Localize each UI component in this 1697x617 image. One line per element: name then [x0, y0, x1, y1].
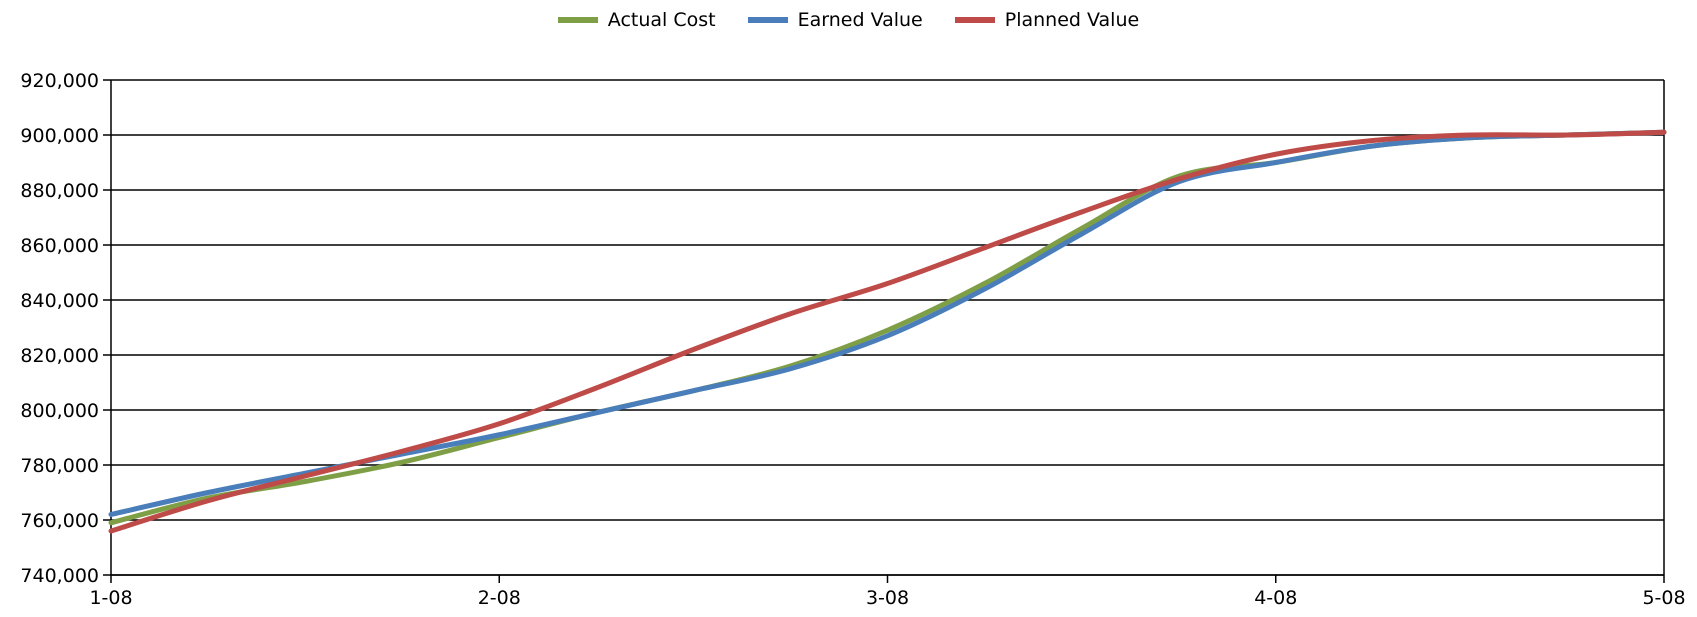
y-tick-label: 740,000 — [20, 565, 99, 587]
legend-label: Earned Value — [797, 9, 923, 31]
y-tick-label: 840,000 — [20, 290, 99, 312]
series-line-planned-value — [108, 129, 1667, 534]
legend: Actual Cost Earned Value Planned Value — [0, 4, 1697, 36]
x-tick-label: 5-08 — [1642, 587, 1685, 609]
y-tick-label: 820,000 — [20, 345, 99, 367]
y-tick-label: 880,000 — [20, 180, 99, 202]
y-tick-label: 800,000 — [20, 400, 99, 422]
y-tick-label: 900,000 — [20, 125, 99, 147]
legend-label: Actual Cost — [607, 9, 716, 31]
y-tick-label: 760,000 — [20, 510, 99, 532]
y-tick-label: 920,000 — [20, 70, 99, 92]
legend-swatch — [557, 17, 598, 23]
x-tick-label: 4-08 — [1254, 587, 1297, 609]
legend-swatch — [954, 17, 995, 23]
legend-item-earned-value: Earned Value — [747, 9, 923, 31]
legend-item-planned-value: Planned Value — [954, 9, 1140, 31]
x-tick-label: 2-08 — [478, 587, 521, 609]
y-tick-label: 860,000 — [20, 235, 99, 257]
legend-label: Planned Value — [1004, 9, 1140, 31]
legend-swatch — [747, 17, 788, 23]
legend-item-actual-cost: Actual Cost — [557, 9, 716, 31]
y-tick-label: 780,000 — [20, 455, 99, 477]
x-tick-label: 3-08 — [866, 587, 909, 609]
x-tick-label: 1-08 — [89, 587, 132, 609]
